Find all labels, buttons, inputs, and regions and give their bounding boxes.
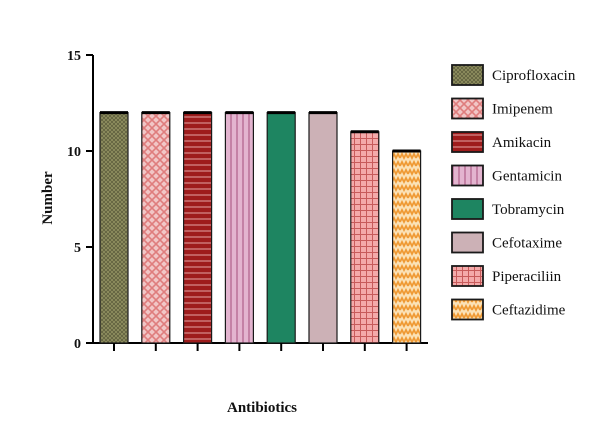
legend-label: Gentamicin bbox=[492, 169, 562, 185]
bar-ceftazidime bbox=[392, 150, 422, 344]
legend-swatch bbox=[451, 198, 484, 220]
chart-bars bbox=[99, 111, 422, 344]
legend-item-gentamicin: Gentamicin bbox=[451, 164, 562, 187]
bar-cefotaxime bbox=[308, 111, 338, 344]
bar-tobramycin bbox=[266, 111, 296, 344]
bar-amikacin bbox=[183, 111, 213, 344]
legend-label: Cefotaxime bbox=[492, 236, 562, 252]
bar-piperaciliin bbox=[350, 131, 380, 344]
legend-swatch bbox=[451, 64, 484, 86]
bar-imipenem bbox=[141, 111, 171, 344]
legend-item-tobramycin: Tobramycin bbox=[451, 198, 565, 220]
legend-swatch bbox=[451, 231, 484, 254]
y-tick-label: 5 bbox=[74, 241, 81, 256]
y-tick-label: 10 bbox=[67, 145, 81, 160]
legend-label: Amikacin bbox=[492, 135, 552, 151]
x-axis-title: Antibiotics bbox=[227, 400, 297, 416]
legend-label: Tobramycin bbox=[492, 202, 565, 218]
legend-label: Ceftazidime bbox=[492, 303, 566, 319]
legend-label: Piperaciliin bbox=[492, 269, 562, 285]
bar-ciprofloxacin bbox=[99, 111, 129, 344]
legend-label: Imipenem bbox=[492, 102, 553, 118]
legend-item-imipenem: Imipenem bbox=[451, 97, 553, 120]
y-axis-title: Number bbox=[40, 171, 56, 225]
legend-swatch bbox=[451, 265, 484, 287]
chart-legend: Ciprofloxacin Imipenem Amikacin Gentamicin T… bbox=[451, 64, 576, 321]
legend-item-ceftazidime: Ceftazidime bbox=[451, 298, 566, 321]
legend-swatch bbox=[451, 164, 484, 187]
y-tick-label: 15 bbox=[67, 49, 81, 64]
bar-gentamicin bbox=[224, 111, 254, 344]
y-tick-label: 0 bbox=[74, 337, 81, 352]
legend-swatch bbox=[451, 131, 484, 153]
legend-item-ciprofloxacin: Ciprofloxacin bbox=[451, 64, 576, 86]
legend-label: Ciprofloxacin bbox=[492, 68, 576, 84]
legend-item-piperaciliin: Piperaciliin bbox=[451, 265, 562, 287]
legend-item-amikacin: Amikacin bbox=[451, 131, 552, 153]
legend-swatch bbox=[451, 97, 484, 120]
chart-ticks: 0 5 10 15 bbox=[67, 49, 408, 352]
legend-item-cefotaxime: Cefotaxime bbox=[451, 231, 562, 254]
legend-swatch bbox=[451, 298, 484, 321]
